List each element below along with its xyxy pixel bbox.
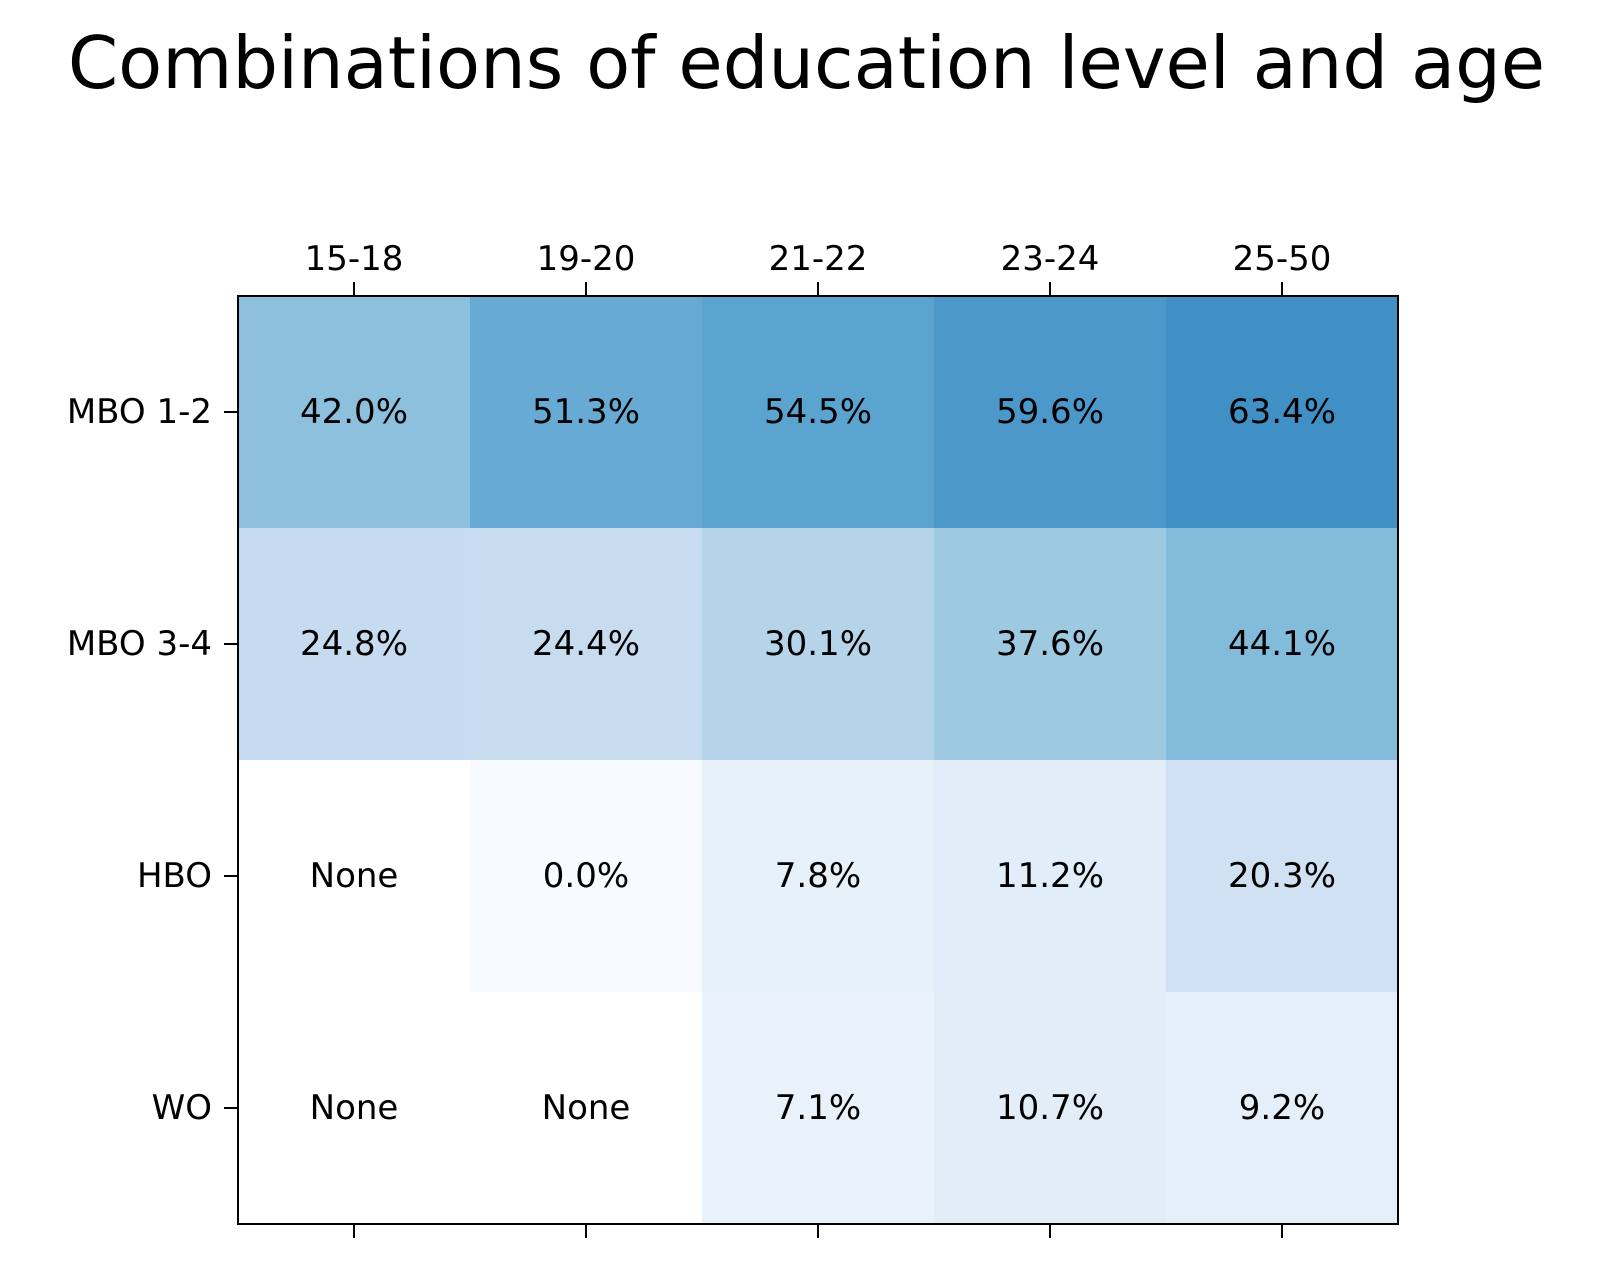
heatmap-cell [934,992,1167,1225]
heatmap-cell [934,760,1167,993]
heatmap-cell [238,296,471,529]
heatmap-cell [470,528,703,761]
row-tick-label: MBO 1-2 [67,392,212,432]
cell-value-label: 11.2% [996,856,1104,896]
heatmap-cell [702,296,935,529]
cell-value-label: 7.8% [775,856,861,896]
heatmap-cell [1166,760,1399,993]
row-tick-label: WO [152,1088,212,1128]
cell-value-label: 54.5% [764,392,872,432]
heatmap-cell [702,992,935,1225]
cell-value-label: 30.1% [764,624,872,664]
heatmap-cell [470,992,703,1225]
heatmap-cell [1166,296,1399,529]
cell-value-label: 44.1% [1228,624,1336,664]
heatmap-cell [702,760,935,993]
heatmap-cell [238,760,471,993]
cell-value-label: 0.0% [543,856,629,896]
cell-value-label: 63.4% [1228,392,1336,432]
chart-title: Combinations of education level and age [67,21,1546,105]
cell-value-label: 7.1% [775,1088,861,1128]
column-tick-label: 25-50 [1233,239,1332,279]
column-tick-label: 19-20 [537,239,636,279]
heatmap-cell [1166,992,1399,1225]
cell-value-label: 20.3% [1228,856,1336,896]
heatmap-cell [934,296,1167,529]
cell-value-label: 51.3% [532,392,640,432]
heatmap-cell [238,528,471,761]
cell-value-label: 9.2% [1239,1088,1325,1128]
heatmap-cell [934,528,1167,761]
column-tick-label: 23-24 [1001,239,1100,279]
cell-value-label: 24.8% [300,624,408,664]
cell-value-label: 10.7% [996,1088,1104,1128]
heatmap-cell [702,528,935,761]
row-tick-label: HBO [137,856,212,896]
cell-value-label: 42.0% [300,392,408,432]
cell-value-label: None [542,1088,631,1128]
row-tick-label: MBO 3-4 [67,624,212,664]
heatmap-cell [470,760,703,993]
column-tick-label: 21-22 [769,239,868,279]
cell-value-label: 37.6% [996,624,1104,664]
heatmap-cell [238,992,471,1225]
cell-value-label: 24.4% [532,624,640,664]
cell-value-label: None [310,856,399,896]
cell-value-label: None [310,1088,399,1128]
heatmap-cell [470,296,703,529]
cell-value-label: 59.6% [996,392,1104,432]
heatmap-cell [1166,528,1399,761]
column-tick-label: 15-18 [305,239,404,279]
